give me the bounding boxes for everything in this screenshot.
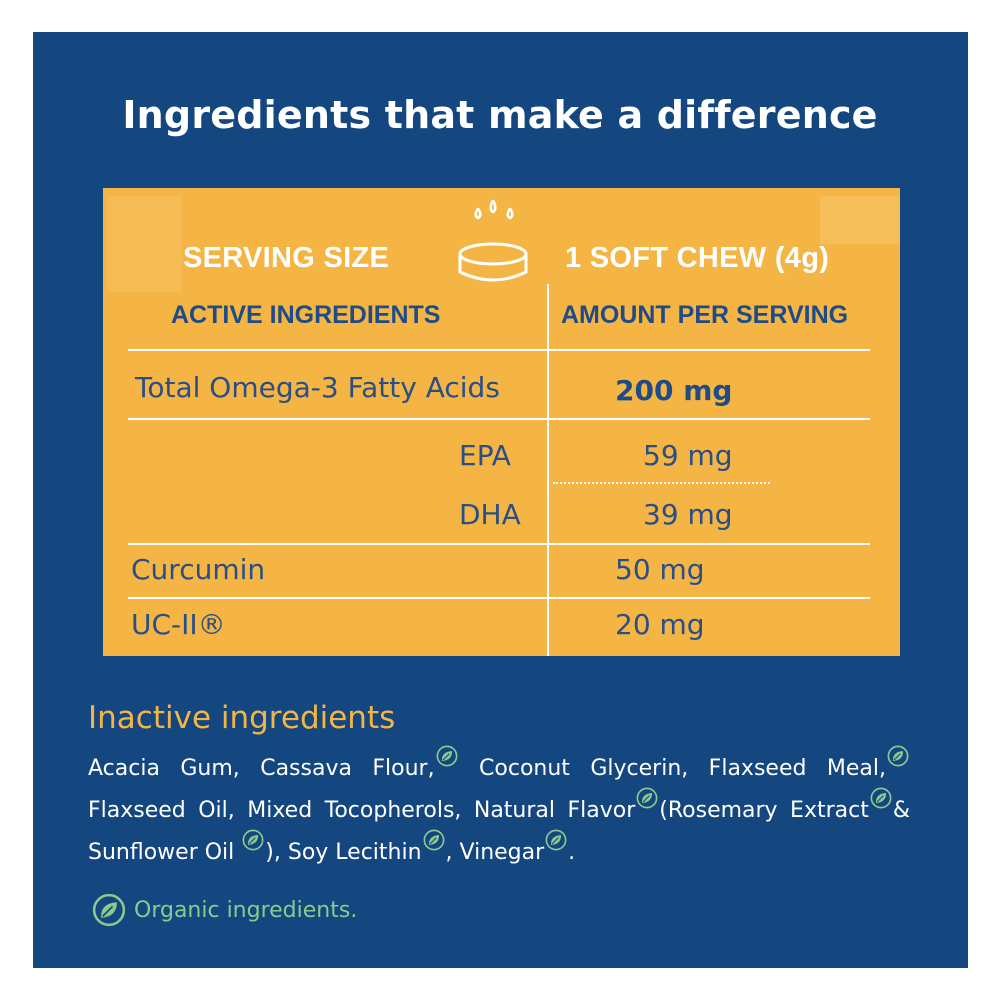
active-ingredients-header: ACTIVE INGREDIENTS — [171, 301, 441, 329]
organic-leaf-icon — [636, 787, 658, 809]
ingredient-text: ), Soy Lecithin — [265, 840, 422, 865]
row-divider — [128, 597, 870, 599]
ingredient-text: , Vinegar — [445, 840, 545, 865]
row-divider-dotted — [553, 482, 770, 484]
organic-legend-label: Organic ingredients. — [134, 897, 358, 923]
ingredient-text: (Rosemary Extract — [659, 798, 869, 823]
organic-leaf-icon — [242, 829, 264, 851]
organic-leaf-icon — [870, 787, 892, 809]
page-headline: Ingredients that make a difference — [122, 93, 878, 137]
ingredient-name: UC-II® — [131, 608, 226, 641]
ingredient-text: Acacia Gum, Cassava Flour, — [88, 756, 435, 781]
ingredient-amount: 20 mg — [615, 608, 705, 641]
highlight-right — [820, 196, 900, 244]
ingredient-name: Total Omega-3 Fatty Acids — [135, 371, 500, 404]
row-divider — [128, 349, 870, 351]
inactive-ingredients-title: Inactive ingredients — [88, 700, 396, 736]
ingredient-text: Coconut Glycerin, Flaxseed Meal, — [479, 756, 886, 781]
organic-legend: Organic ingredients. — [92, 893, 357, 927]
row-divider — [128, 418, 870, 420]
ingredient-amount: 200 mg — [615, 374, 733, 407]
organic-leaf-icon — [887, 745, 909, 767]
serving-size-value: 1 SOFT CHEW (4g) — [565, 242, 830, 274]
ingredient-amount: 50 mg — [615, 553, 705, 586]
nutrition-table: SERVING SIZE 1 SOFT CHEW (4g) ACTIVE ING… — [103, 188, 900, 656]
ingredient-name: EPA — [459, 439, 511, 472]
organic-leaf-icon — [92, 893, 126, 927]
row-divider — [128, 543, 870, 545]
amount-per-serving-header: AMOUNT PER SERVING — [561, 301, 849, 329]
ingredient-text: Flaxseed Oil, Mixed Tocopherols, Natural… — [88, 798, 636, 823]
column-divider — [547, 284, 549, 656]
organic-leaf-icon — [436, 745, 458, 767]
serving-size-label: SERVING SIZE — [183, 242, 390, 274]
organic-leaf-icon — [545, 829, 567, 851]
ingredient-name: DHA — [459, 498, 521, 531]
ingredient-text: . — [568, 840, 576, 865]
highlight-left — [107, 196, 182, 292]
soft-chew-icon — [458, 199, 528, 282]
organic-leaf-icon — [423, 829, 445, 851]
ingredient-name: Curcumin — [131, 553, 266, 586]
inactive-ingredients-list: Acacia Gum, Cassava Flour, Coconut Glyce… — [88, 745, 910, 871]
ingredient-text: & Sunflower Oil — [88, 798, 910, 865]
ingredient-amount: 39 mg — [643, 498, 733, 531]
ingredient-amount: 59 mg — [643, 439, 733, 472]
